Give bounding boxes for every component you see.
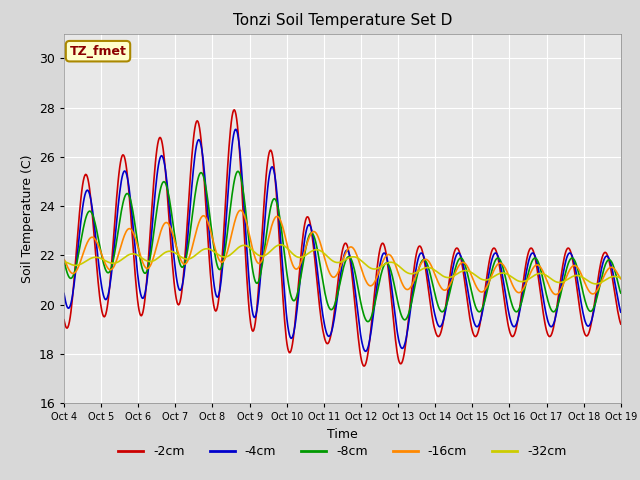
Line: -2cm: -2cm	[64, 110, 621, 366]
-4cm	[70, 282, 78, 288]
-2cm	[428, 312, 436, 317]
X-axis label: Time: Time	[327, 428, 358, 441]
-2cm	[617, 321, 625, 327]
-4cm	[617, 309, 625, 315]
-8cm	[214, 263, 221, 269]
-32cm	[277, 242, 285, 248]
-2cm	[127, 220, 135, 226]
-8cm	[617, 290, 625, 296]
-8cm	[70, 271, 78, 276]
-32cm	[428, 265, 435, 271]
-32cm	[592, 281, 600, 287]
-4cm	[214, 294, 221, 300]
-4cm	[232, 126, 240, 132]
Title: Tonzi Soil Temperature Set D: Tonzi Soil Temperature Set D	[233, 13, 452, 28]
Line: -4cm: -4cm	[64, 129, 621, 351]
Y-axis label: Soil Temperature (C): Soil Temperature (C)	[20, 154, 33, 283]
-8cm	[127, 201, 135, 206]
-2cm	[412, 255, 419, 261]
Line: -16cm: -16cm	[64, 210, 621, 295]
-32cm	[127, 251, 135, 257]
-4cm	[362, 348, 369, 354]
-16cm	[60, 257, 68, 263]
-2cm	[230, 107, 238, 113]
-4cm	[127, 205, 135, 211]
-16cm	[70, 270, 78, 276]
-16cm	[127, 227, 135, 233]
Line: -32cm: -32cm	[64, 245, 621, 284]
-2cm	[184, 210, 192, 216]
-8cm	[364, 319, 371, 324]
-4cm	[412, 269, 419, 275]
-8cm	[60, 259, 68, 264]
-4cm	[60, 290, 68, 296]
-8cm	[184, 245, 192, 251]
-32cm	[214, 251, 221, 257]
-16cm	[411, 276, 419, 281]
Legend: -2cm, -4cm, -8cm, -16cm, -32cm: -2cm, -4cm, -8cm, -16cm, -32cm	[113, 441, 572, 464]
Text: TZ_fmet: TZ_fmet	[70, 45, 127, 58]
-16cm	[617, 276, 625, 282]
-16cm	[237, 207, 244, 213]
-32cm	[411, 270, 419, 276]
-8cm	[234, 168, 242, 174]
-2cm	[60, 317, 68, 323]
-4cm	[184, 232, 192, 238]
-16cm	[184, 258, 192, 264]
-32cm	[184, 256, 192, 262]
-16cm	[214, 253, 221, 259]
-32cm	[70, 263, 78, 268]
-2cm	[214, 305, 221, 311]
-8cm	[412, 280, 419, 286]
-16cm	[552, 292, 559, 298]
-2cm	[70, 277, 78, 283]
-8cm	[428, 278, 436, 284]
-16cm	[428, 263, 435, 268]
-32cm	[617, 275, 625, 280]
Line: -8cm: -8cm	[64, 171, 621, 322]
-2cm	[360, 363, 367, 369]
-4cm	[428, 296, 436, 302]
-32cm	[60, 259, 68, 264]
